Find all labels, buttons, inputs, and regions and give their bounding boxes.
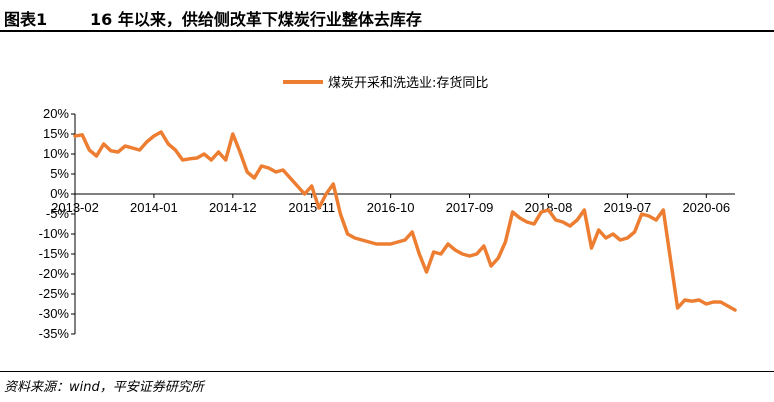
x-tick-label: 2014-12 [209,200,257,215]
y-tick-label: -15% [39,246,70,261]
x-tick-label: 2020-06 [682,200,730,215]
x-tick-label: 2017-09 [446,200,494,215]
x-tick-label: 2015-11 [288,200,335,215]
y-tick-label: 20% [43,106,69,121]
legend-label: 煤炭开采和洗选业:存货同比 [328,75,488,91]
figure-label: 图表1 [4,10,48,29]
y-tick-label: 15% [43,126,69,141]
series-line [73,130,737,312]
x-tick-label: 2019-07 [604,200,652,215]
chart-legend: 煤炭开采和洗选业:存货同比 [283,75,488,91]
source-note: 资料来源：wind，平安证券研究所 [4,380,204,395]
y-tick-label: 5% [50,166,69,181]
figure-header: 图表1 16 年以来，供给侧改革下煤炭行业整体去库存 [0,0,774,32]
series-group [73,130,737,312]
x-axis: 2013-02 2014-01 2014-12 2015-11 2016-10 2017-… [51,193,735,215]
y-tick-label: -10% [39,226,70,241]
x-tick-label: 2013-02 [51,200,99,215]
y-tick-label: -30% [39,306,70,321]
x-tick-label: 2016-10 [367,200,415,215]
y-tick-label: 0% [50,186,69,201]
y-tick-label: -35% [39,326,70,341]
y-tick-label: 10% [43,146,69,161]
x-tick-label: 2018-08 [525,200,573,215]
y-tick-label: -20% [39,266,70,281]
y-tick-label: -25% [39,286,70,301]
y-tick-label: -5% [46,206,70,221]
line-chart: 煤炭开采和洗选业:存货同比 20% 15% 10% 5% 0% -5% -10% -15% -2… [39,75,737,341]
x-tick-label: 2014-01 [130,200,178,215]
figure-title: 16 年以来，供给侧改革下煤炭行业整体去库存 [90,10,422,29]
y-axis: 20% 15% 10% 5% 0% -5% -10% -15% -20% -25% -30% -35% [39,106,76,341]
source-divider [0,371,774,372]
